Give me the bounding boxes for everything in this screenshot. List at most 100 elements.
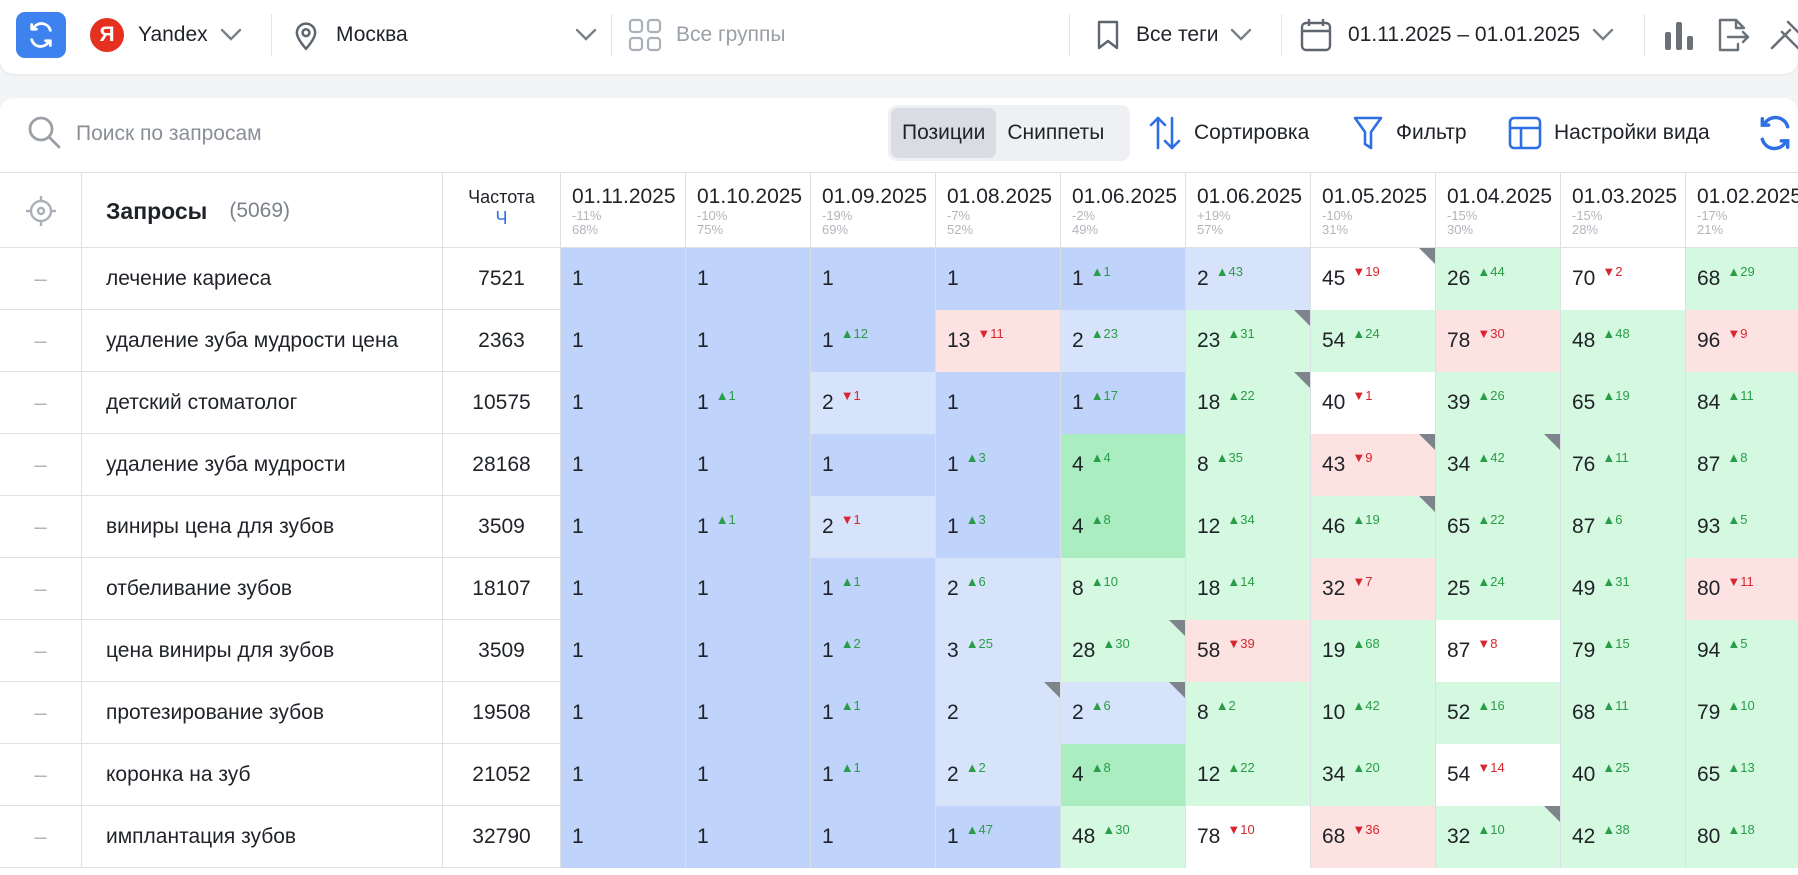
- position-cell[interactable]: 1: [811, 248, 936, 310]
- position-cell[interactable]: 34 ▲20: [1311, 744, 1436, 806]
- filter-button[interactable]: Фильтр: [1352, 105, 1467, 161]
- position-cell[interactable]: 84 ▲11: [1686, 372, 1798, 434]
- date-column-header[interactable]: 01.11.2025 -11% 68%: [561, 173, 686, 249]
- position-cell[interactable]: 12 ▲22: [1186, 744, 1311, 806]
- position-cell[interactable]: 8 ▲2: [1186, 682, 1311, 744]
- export-button[interactable]: [1714, 0, 1750, 70]
- query-cell[interactable]: имплантация зубов: [82, 806, 443, 868]
- position-cell[interactable]: 1 ▲12: [811, 310, 936, 372]
- position-cell[interactable]: 26 ▲44: [1436, 248, 1561, 310]
- position-cell[interactable]: 2 ▼1: [811, 372, 936, 434]
- position-cell[interactable]: 18 ▲14: [1186, 558, 1311, 620]
- search-engine-select[interactable]: Я Yandex: [90, 0, 242, 70]
- position-cell[interactable]: 4 ▲4: [1061, 434, 1186, 496]
- position-cell[interactable]: 65 ▲19: [1561, 372, 1686, 434]
- position-cell[interactable]: 43 ▼9: [1311, 434, 1436, 496]
- position-cell[interactable]: 87 ▼8: [1436, 620, 1561, 682]
- position-cell[interactable]: 8 ▲35: [1186, 434, 1311, 496]
- position-cell[interactable]: 1: [686, 310, 811, 372]
- position-cell[interactable]: 58 ▼39: [1186, 620, 1311, 682]
- position-cell[interactable]: 8 ▲10: [1061, 558, 1186, 620]
- position-cell[interactable]: 2 ▲23: [1061, 310, 1186, 372]
- position-cell[interactable]: 25 ▲24: [1436, 558, 1561, 620]
- position-cell[interactable]: 1: [936, 372, 1061, 434]
- view-settings-button[interactable]: Настройки вида: [1508, 105, 1710, 161]
- groups-select[interactable]: Все группы: [628, 0, 785, 70]
- position-cell[interactable]: 96 ▼9: [1686, 310, 1798, 372]
- position-cell[interactable]: 2 ▲6: [1061, 682, 1186, 744]
- position-cell[interactable]: 1: [686, 806, 811, 868]
- position-cell[interactable]: 12 ▲34: [1186, 496, 1311, 558]
- position-cell[interactable]: 1: [686, 248, 811, 310]
- table-row[interactable]: – удаление зуба мудрости 28168 1 1 1 1 ▲3 4 ▲4 8 ▲3…: [0, 434, 1798, 496]
- row-toggle[interactable]: –: [0, 620, 82, 682]
- position-cell[interactable]: 1: [936, 248, 1061, 310]
- date-column-header[interactable]: 01.09.2025 -19% 69%: [811, 173, 936, 249]
- queries-header[interactable]: Запросы (5069): [82, 173, 443, 249]
- chart-button[interactable]: [1662, 0, 1696, 70]
- position-cell[interactable]: 1 ▲1: [1061, 248, 1186, 310]
- position-cell[interactable]: 1: [561, 620, 686, 682]
- date-column-header[interactable]: 01.04.2025 -15% 30%: [1436, 173, 1561, 249]
- search-input[interactable]: [76, 114, 776, 154]
- row-toggle[interactable]: –: [0, 496, 82, 558]
- position-cell[interactable]: 1: [561, 682, 686, 744]
- frequency-type[interactable]: Ч: [495, 208, 508, 228]
- position-cell[interactable]: 1 ▲1: [811, 682, 936, 744]
- position-cell[interactable]: 40 ▲25: [1561, 744, 1686, 806]
- position-cell[interactable]: 1 ▲2: [811, 620, 936, 682]
- refresh-positions-button[interactable]: [1756, 105, 1798, 161]
- position-cell[interactable]: 40 ▼1: [1311, 372, 1436, 434]
- date-column-header[interactable]: 01.06.2025 -2% 49%: [1061, 173, 1186, 249]
- position-cell[interactable]: 80 ▼11: [1686, 558, 1798, 620]
- query-cell[interactable]: цена виниры для зубов: [82, 620, 443, 682]
- position-cell[interactable]: 65 ▲22: [1436, 496, 1561, 558]
- position-cell[interactable]: 2 ▲6: [936, 558, 1061, 620]
- row-toggle[interactable]: –: [0, 434, 82, 496]
- position-cell[interactable]: 19 ▲68: [1311, 620, 1436, 682]
- position-cell[interactable]: 1: [686, 682, 811, 744]
- date-column-header[interactable]: 01.06.2025 +19% 57%: [1186, 173, 1311, 249]
- position-cell[interactable]: 79 ▲10: [1686, 682, 1798, 744]
- position-cell[interactable]: 1: [561, 434, 686, 496]
- position-cell[interactable]: 4 ▲8: [1061, 496, 1186, 558]
- position-cell[interactable]: 94 ▲5: [1686, 620, 1798, 682]
- position-cell[interactable]: 2 ▲43: [1186, 248, 1311, 310]
- position-cell[interactable]: 78 ▼10: [1186, 806, 1311, 868]
- position-cell[interactable]: 54 ▲24: [1311, 310, 1436, 372]
- date-column-header[interactable]: 01.10.2025 -10% 75%: [686, 173, 811, 249]
- row-toggle[interactable]: –: [0, 310, 82, 372]
- position-cell[interactable]: 87 ▲8: [1686, 434, 1798, 496]
- row-toggle[interactable]: –: [0, 806, 82, 868]
- position-cell[interactable]: 1 ▲1: [686, 372, 811, 434]
- row-toggle[interactable]: –: [0, 558, 82, 620]
- position-cell[interactable]: 1 ▲1: [811, 744, 936, 806]
- position-cell[interactable]: 46 ▲19: [1311, 496, 1436, 558]
- position-cell[interactable]: 1 ▲1: [686, 496, 811, 558]
- position-cell[interactable]: 10 ▲42: [1311, 682, 1436, 744]
- tools-button[interactable]: [1768, 0, 1798, 70]
- position-cell[interactable]: 18 ▲22: [1186, 372, 1311, 434]
- position-cell[interactable]: 1 ▲1: [811, 558, 936, 620]
- position-cell[interactable]: 1: [686, 558, 811, 620]
- frequency-header[interactable]: Частота Ч: [443, 173, 561, 249]
- position-cell[interactable]: 32 ▲10: [1436, 806, 1561, 868]
- position-cell[interactable]: 1: [561, 558, 686, 620]
- query-cell[interactable]: протезирование зубов: [82, 682, 443, 744]
- position-cell[interactable]: 3 ▲25: [936, 620, 1061, 682]
- position-cell[interactable]: 70 ▼2: [1561, 248, 1686, 310]
- position-cell[interactable]: 80 ▲18: [1686, 806, 1798, 868]
- refresh-button[interactable]: [16, 12, 66, 58]
- table-row[interactable]: – имплантация зубов 32790 1 1 1 1 ▲47 48 ▲30 78 ▼10…: [0, 806, 1798, 868]
- query-cell[interactable]: виниры цена для зубов: [82, 496, 443, 558]
- table-row[interactable]: – лечение кариеса 7521 1 1 1 1 1 ▲1 2 ▲43 45 ▼19 26 ▲4…: [0, 248, 1798, 310]
- position-cell[interactable]: 2 ▲2: [936, 744, 1061, 806]
- date-column-header[interactable]: 01.05.2025 -10% 31%: [1311, 173, 1436, 249]
- row-toggle[interactable]: –: [0, 248, 82, 310]
- position-cell[interactable]: 2: [936, 682, 1061, 744]
- position-cell[interactable]: 1 ▲3: [936, 434, 1061, 496]
- position-cell[interactable]: 65 ▲13: [1686, 744, 1798, 806]
- row-toggle[interactable]: –: [0, 744, 82, 806]
- table-row[interactable]: – удаление зуба мудрости цена 2363 1 1 1 ▲12 13…: [0, 310, 1798, 372]
- position-cell[interactable]: 1: [686, 744, 811, 806]
